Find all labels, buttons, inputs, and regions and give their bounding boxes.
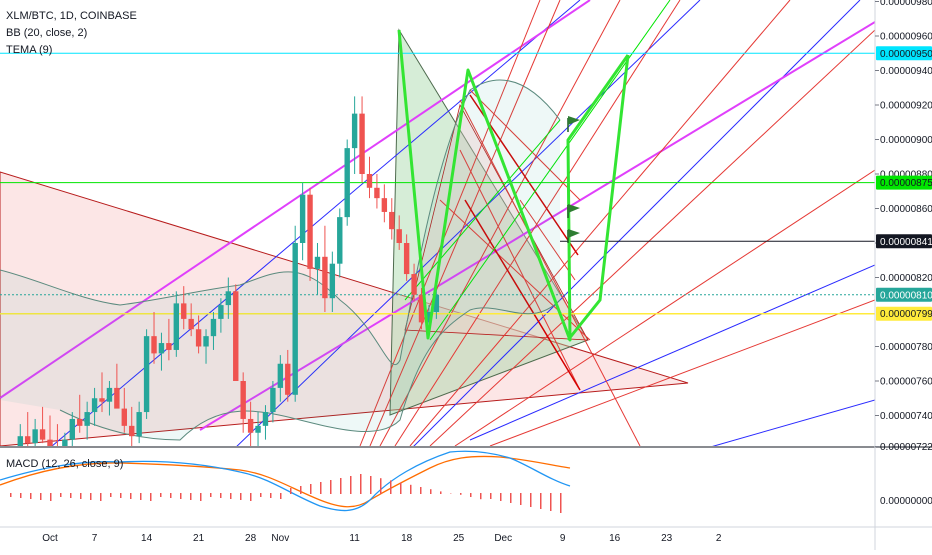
symbol-legend[interactable]: XLM/BTC, 1D, COINBASE (6, 10, 137, 22)
time-tick-label: 9 (560, 533, 566, 544)
price-tick-label: 0.00000722 (880, 442, 932, 453)
macd-legend[interactable]: MACD (12, 26, close, 9) (6, 458, 123, 470)
price-tick-label: 0.00000980 (880, 0, 932, 8)
time-tick-label: 14 (141, 533, 153, 544)
svg-text:0.00000799: 0.00000799 (880, 309, 932, 320)
price-marker[interactable]: 0.00000950 (876, 46, 932, 60)
svg-text:0.00000810: 0.00000810 (880, 290, 932, 301)
price-marker[interactable]: 0.00000841 (876, 234, 932, 248)
candle[interactable] (233, 284, 238, 381)
time-tick-label: Dec (494, 533, 512, 544)
price-tick-label: 0.00000900 (880, 135, 932, 146)
time-tick-label: 25 (453, 533, 465, 544)
time-tick-label: 7 (92, 533, 98, 544)
time-tick-label: 2 (716, 533, 722, 544)
macd-axis-label: 0.00000000 (880, 496, 932, 507)
price-tick-label: 0.00000860 (880, 204, 932, 215)
svg-text:0.00000841: 0.00000841 (880, 237, 932, 248)
price-tick-label: 0.00000960 (880, 32, 932, 43)
time-tick-label: 21 (193, 533, 205, 544)
candle[interactable] (307, 188, 312, 281)
candle[interactable] (292, 226, 297, 402)
time-tick-label: 28 (245, 533, 257, 544)
time-tick-label: 11 (349, 533, 360, 544)
candle[interactable] (144, 329, 149, 419)
time-tick-label: Oct (42, 533, 58, 544)
price-tick-label: 0.00000920 (880, 101, 932, 112)
svg-text:0.00000950: 0.00000950 (880, 49, 932, 60)
time-tick-label: 16 (609, 533, 621, 544)
price-marker[interactable]: 0.00000799 (876, 307, 932, 321)
time-tick-label: Nov (271, 533, 289, 544)
price-tick-label: 0.00000940 (880, 66, 932, 77)
price-marker[interactable]: 0.00000810 (876, 288, 932, 302)
price-tick-label: 0.00000740 (880, 411, 932, 422)
price-tick-label: 0.00000760 (880, 377, 932, 388)
time-tick-label: 18 (401, 533, 413, 544)
time-tick-label: 23 (661, 533, 673, 544)
bb-legend[interactable]: BB (20, close, 2) (6, 27, 87, 39)
price-tick-label: 0.00000780 (880, 342, 932, 353)
svg-text:0.00000875: 0.00000875 (880, 178, 932, 189)
tema-legend[interactable]: TEMA (9) (6, 44, 52, 56)
price-tick-label: 0.00000820 (880, 273, 932, 284)
price-marker[interactable]: 0.00000875 (876, 176, 932, 190)
candle[interactable] (345, 140, 350, 226)
